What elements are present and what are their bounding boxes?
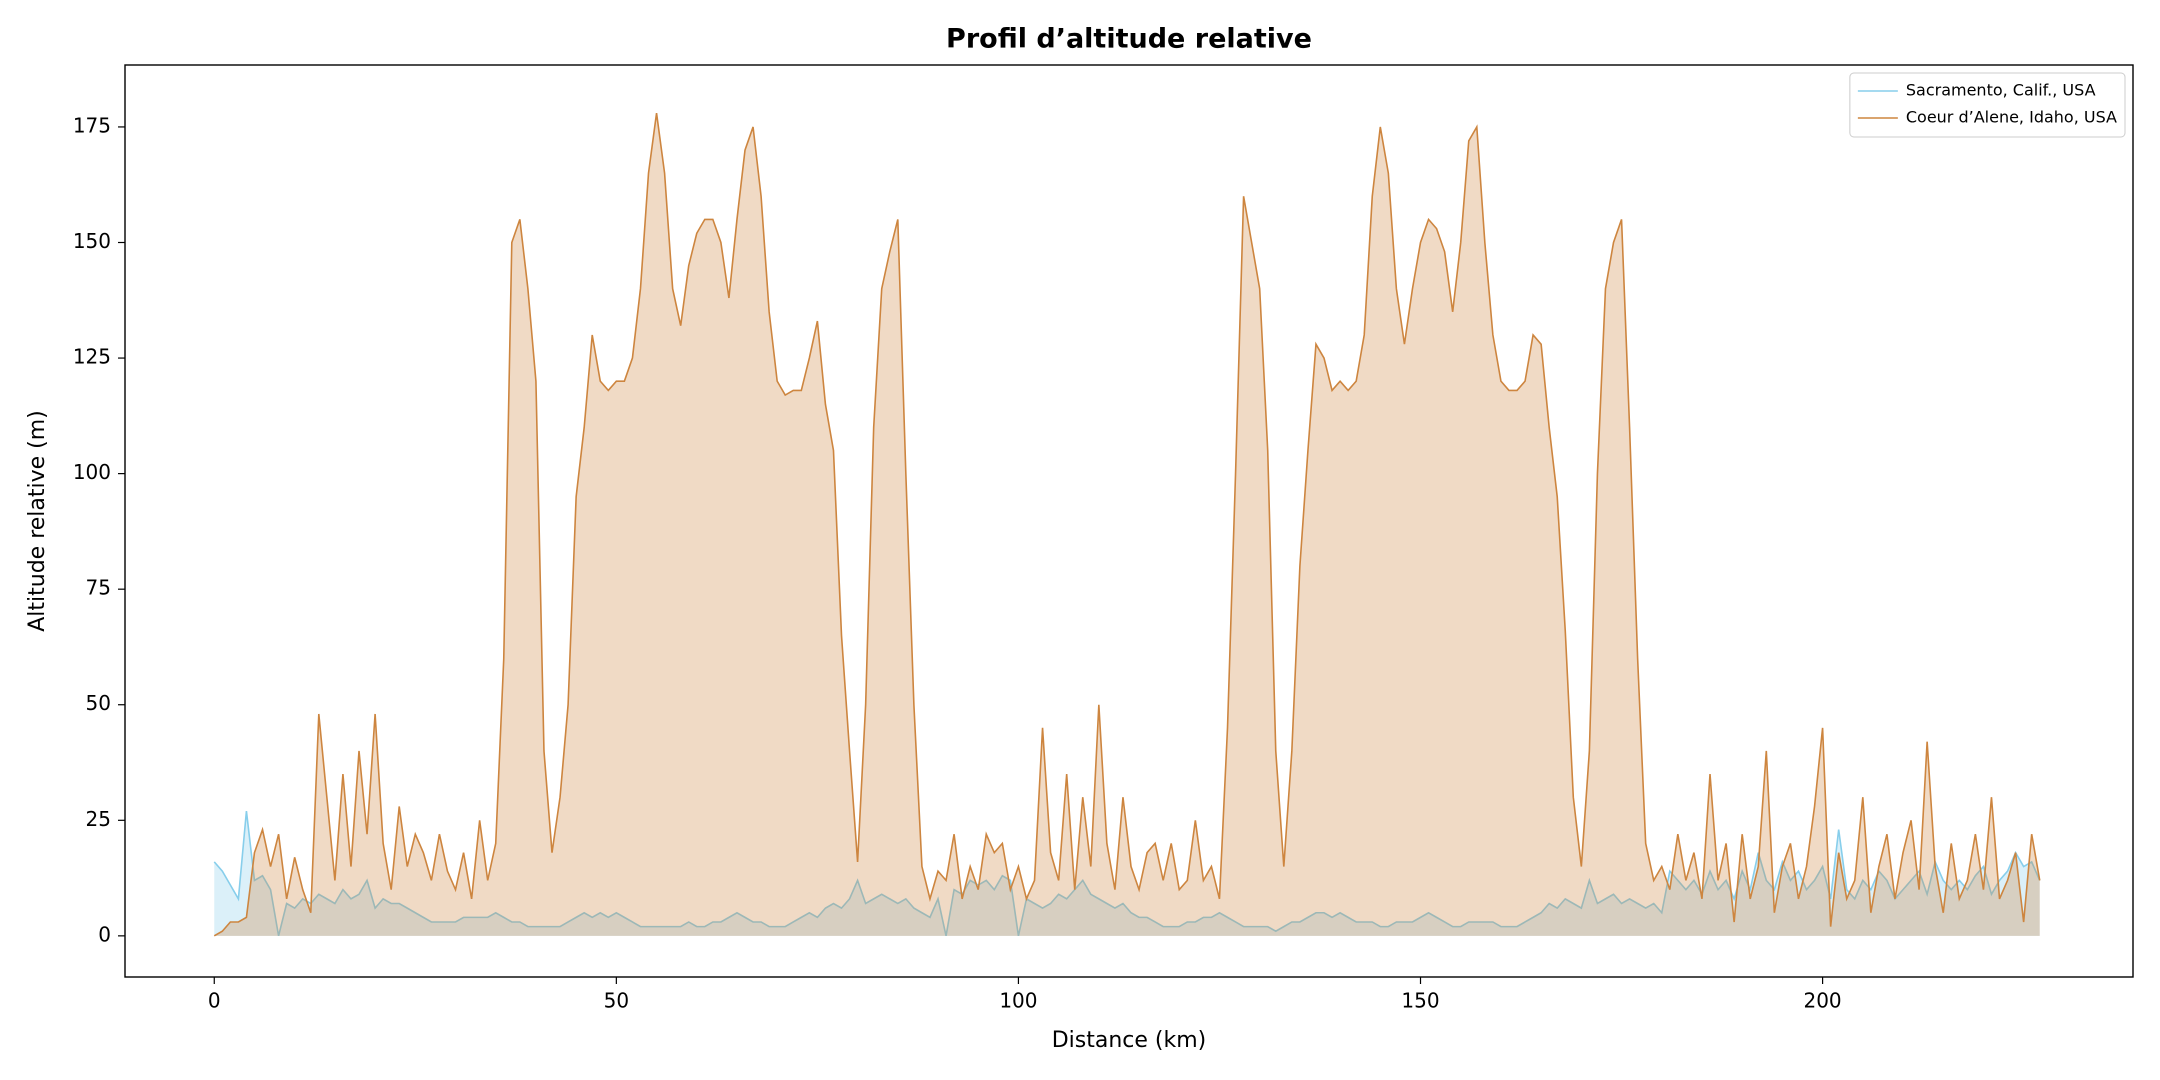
y-tick-label: 75	[86, 576, 111, 600]
area	[214, 811, 2040, 936]
legend: Sacramento, Calif., USA Coeur d’Alene, Id…	[1849, 72, 2126, 138]
legend-box	[1849, 72, 2126, 138]
plot-frame	[124, 64, 2134, 978]
y-axis-label: Altitude relative (m)	[25, 410, 50, 632]
y-tick-label: 150	[73, 229, 111, 253]
area	[214, 113, 2040, 936]
line	[213, 112, 2041, 937]
y-tick-label: 25	[86, 807, 111, 831]
legend-label: Sacramento, Calif., USA	[1906, 81, 2096, 100]
y-tick-label: 50	[86, 691, 111, 715]
y-tick-label: 0	[98, 922, 111, 946]
x-tick-label: 50	[604, 989, 629, 1013]
x-tick-label: 150	[1401, 989, 1439, 1013]
line	[213, 810, 2041, 937]
y-tick-label: 125	[73, 345, 111, 369]
x-tick-label: 100	[999, 989, 1037, 1013]
x-tick-label: 200	[1803, 989, 1841, 1013]
y-tick-label: 100	[73, 460, 111, 484]
legend-label: Coeur d’Alene, Idaho, USA	[1906, 108, 2117, 127]
chart-title: Profil d’altitude relative	[946, 24, 1312, 55]
y-tick-label: 175	[73, 113, 111, 137]
x-axis-label: Distance (km)	[1052, 1028, 1207, 1053]
x-tick-label: 0	[208, 989, 221, 1013]
